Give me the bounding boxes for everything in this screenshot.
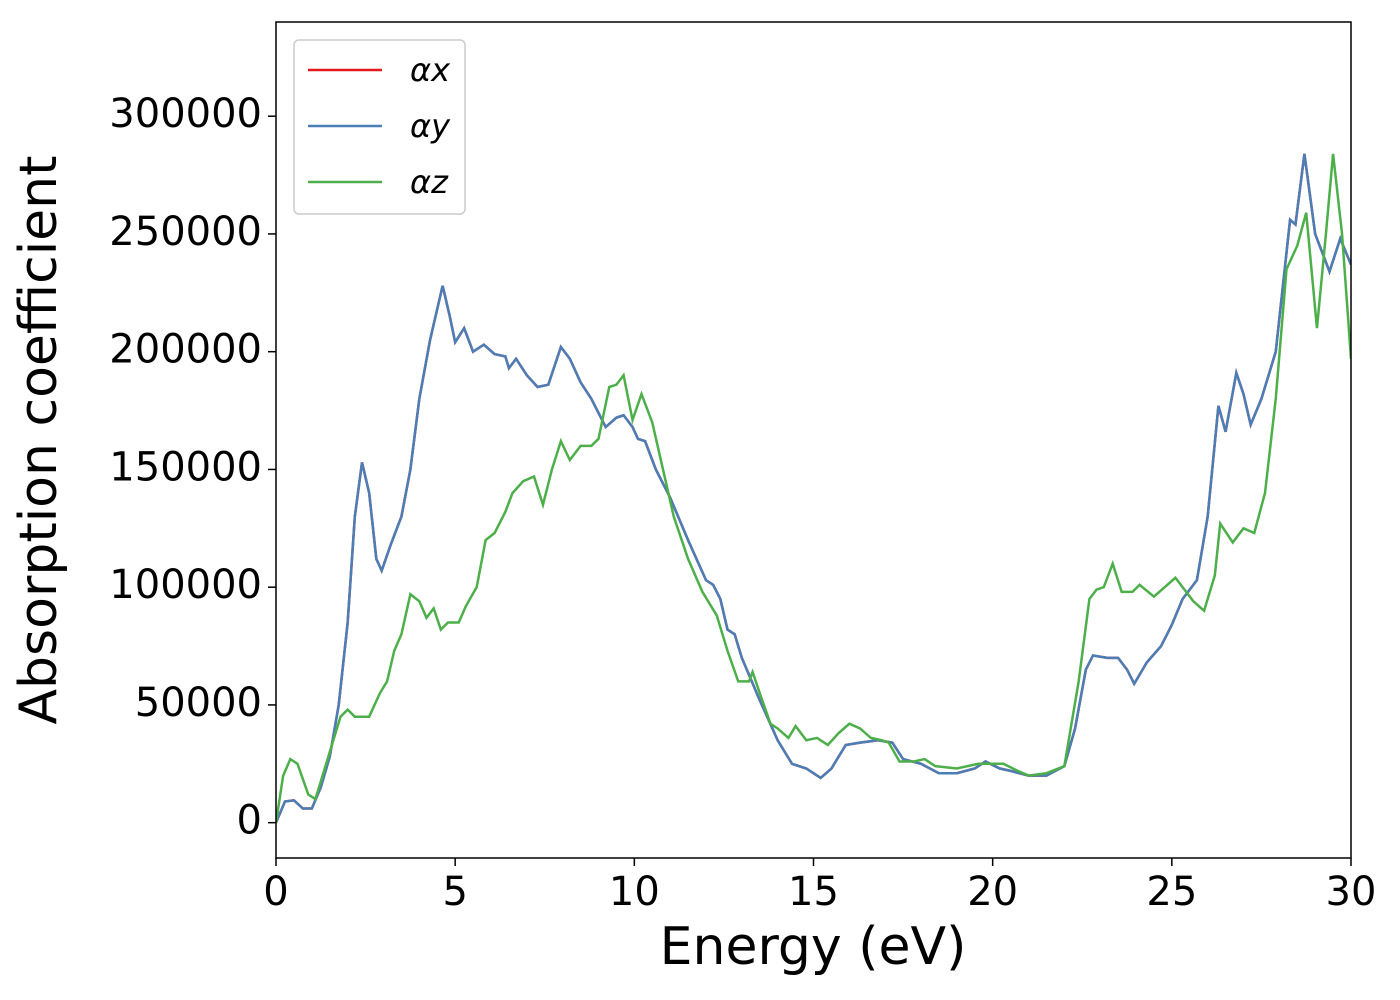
x-tick-label: 5 [442,869,467,915]
y-tick-label: 200000 [109,327,262,373]
x-tick-label: 20 [967,869,1018,915]
line [276,153,1351,823]
legend-label: αx [410,51,451,89]
legend-label: αz [410,163,449,201]
y-tick-label: 150000 [109,444,262,490]
x-tick-label: 25 [1146,869,1197,915]
x-axis-label: Energy (eV) [660,917,967,977]
legend-label: αy [410,107,451,145]
plot-frame [275,21,1352,859]
x-tick-label: 10 [609,869,660,915]
y-tick-label: 50000 [135,680,262,726]
x-tick-label: 0 [263,869,288,915]
line [276,153,1351,824]
x-tick-label: 30 [1326,869,1377,915]
y-tick-label: 100000 [109,562,262,608]
y-tick-label: 300000 [109,91,262,137]
y-axis-label: Absorption coefficient [9,155,69,724]
y-tick-label: 250000 [109,209,262,255]
legend: αx αy αz [293,39,466,215]
y-tick-label: 0 [237,798,262,844]
x-tick-label: 15 [788,869,839,915]
line [276,153,1351,824]
